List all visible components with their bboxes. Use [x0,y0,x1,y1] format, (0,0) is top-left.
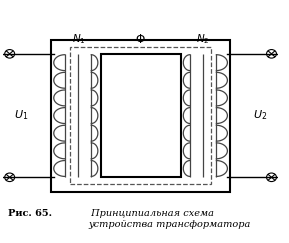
Bar [51,40,230,191]
Bar [70,47,211,184]
Text: $U_1$: $U_1$ [14,109,28,122]
Text: Принципиальная схема
устройства трансформатора: Принципиальная схема устройства трансфор… [88,209,251,229]
Text: $N_1$: $N_1$ [72,32,86,45]
Text: $U_2$: $U_2$ [253,109,268,122]
Bar [101,54,181,177]
Text: $N_2$: $N_2$ [196,32,210,45]
Text: $\mathit{\Phi}$: $\mathit{\Phi}$ [135,33,146,45]
Text: Рис. 65.: Рис. 65. [8,209,52,218]
